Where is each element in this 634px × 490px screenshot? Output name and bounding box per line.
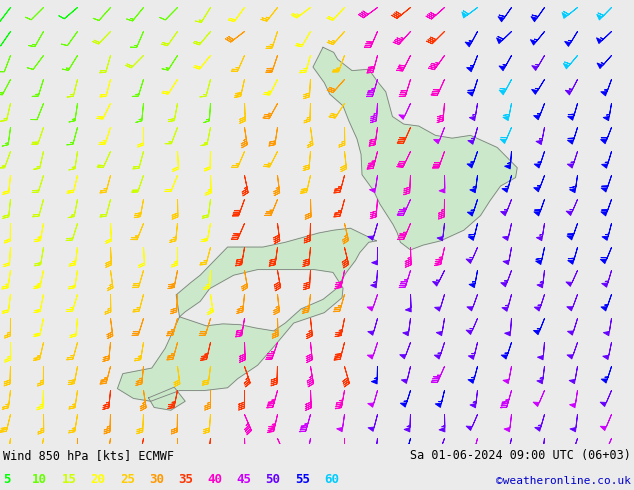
- Text: Sa 01-06-2024 09:00 UTC (06+03): Sa 01-06-2024 09:00 UTC (06+03): [410, 448, 631, 462]
- Text: 40: 40: [207, 473, 223, 486]
- Text: 15: 15: [61, 473, 77, 486]
- Text: Wind 850 hPa [kts] ECMWF: Wind 850 hPa [kts] ECMWF: [3, 448, 174, 462]
- Text: 10: 10: [32, 473, 48, 486]
- Text: 35: 35: [178, 473, 193, 486]
- Text: 50: 50: [266, 473, 281, 486]
- Text: 30: 30: [149, 473, 164, 486]
- Text: ©weatheronline.co.uk: ©weatheronline.co.uk: [496, 476, 631, 486]
- Text: 55: 55: [295, 473, 310, 486]
- Text: 5: 5: [3, 473, 11, 486]
- Polygon shape: [117, 228, 377, 401]
- Text: 45: 45: [236, 473, 252, 486]
- Polygon shape: [313, 48, 517, 250]
- Text: 20: 20: [91, 473, 106, 486]
- Polygon shape: [148, 387, 185, 410]
- Text: 25: 25: [120, 473, 135, 486]
- Text: 60: 60: [324, 473, 339, 486]
